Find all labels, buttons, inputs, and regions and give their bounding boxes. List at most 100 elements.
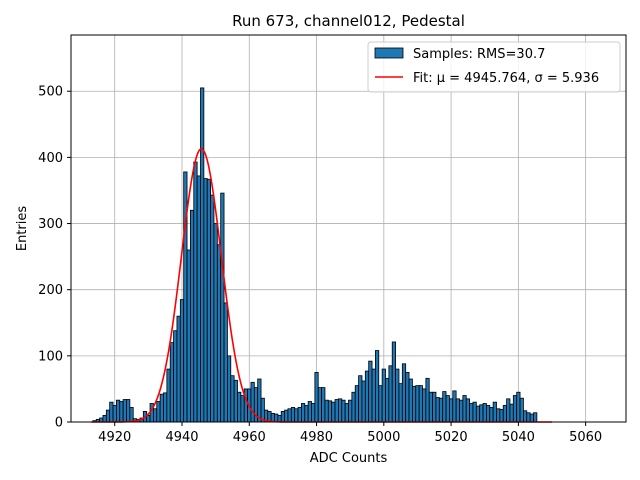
histogram-bar bbox=[327, 400, 333, 423]
histogram-bar bbox=[179, 299, 185, 423]
x-tick-label: 4960 bbox=[233, 430, 266, 445]
histogram-bar bbox=[459, 399, 464, 423]
x-axis-label: ADC Counts bbox=[310, 451, 388, 466]
histogram-bar bbox=[237, 391, 242, 423]
histogram-bar bbox=[311, 403, 316, 423]
histogram-bar bbox=[153, 408, 158, 423]
histogram-bar bbox=[146, 414, 151, 423]
histogram-bar bbox=[156, 401, 161, 423]
histogram-bar bbox=[388, 365, 393, 423]
histogram-bar bbox=[398, 383, 403, 423]
histogram-bar bbox=[166, 368, 171, 423]
histogram-bar bbox=[314, 371, 319, 423]
histogram-bar bbox=[324, 399, 329, 423]
histogram-bar bbox=[297, 407, 302, 423]
legend-label-fit: Fit: μ = 4945.764, σ = 5.936 bbox=[413, 71, 599, 86]
histogram-bar bbox=[354, 385, 359, 423]
histogram-bar bbox=[341, 399, 346, 423]
histogram-bar bbox=[475, 405, 481, 423]
histogram-bar bbox=[163, 392, 168, 423]
legend-label-samples: Samples: RMS=30.7 bbox=[413, 47, 545, 62]
histogram-bar bbox=[482, 403, 487, 423]
histogram-bar bbox=[126, 399, 131, 423]
histogram-bar bbox=[438, 397, 444, 423]
histogram-bar bbox=[294, 408, 299, 423]
histogram-bar bbox=[190, 209, 195, 423]
x-tick-label: 5000 bbox=[367, 430, 400, 445]
y-tick-label: 200 bbox=[38, 283, 63, 298]
histogram-bar bbox=[428, 391, 433, 423]
axis-ticks: 4920 4940 4960 4980 5000 5020 5040 5060 0 100 200 3… bbox=[38, 85, 602, 445]
histogram-bar bbox=[435, 397, 440, 423]
histogram-bar bbox=[455, 398, 460, 423]
histogram-bar bbox=[257, 378, 262, 423]
histogram-bar bbox=[533, 412, 538, 423]
histogram-bar bbox=[422, 388, 427, 423]
histogram-bar bbox=[492, 401, 497, 423]
x-tick-label: 4920 bbox=[98, 430, 131, 445]
histogram-bar bbox=[331, 401, 336, 423]
histogram-bar bbox=[213, 223, 218, 423]
histogram-bar bbox=[334, 399, 339, 423]
histogram-bar bbox=[395, 368, 400, 423]
histogram-bar bbox=[509, 403, 514, 423]
histogram-bar bbox=[233, 379, 238, 423]
legend-patch-samples bbox=[374, 47, 404, 59]
histogram-bar bbox=[375, 350, 380, 423]
histogram-bar bbox=[240, 395, 245, 423]
x-tick-label: 5060 bbox=[569, 430, 602, 445]
histogram-bar bbox=[529, 413, 534, 423]
histogram-bar bbox=[122, 399, 127, 423]
histogram-bar bbox=[173, 330, 178, 423]
histogram-bar bbox=[479, 404, 484, 423]
histogram-bar bbox=[432, 391, 437, 423]
histogram-bar bbox=[391, 341, 396, 423]
plot-frame bbox=[70, 34, 627, 423]
x-tick-label: 4940 bbox=[165, 430, 198, 445]
histogram-bar bbox=[284, 409, 289, 423]
histogram-bar bbox=[203, 178, 208, 423]
legend-box bbox=[367, 41, 621, 93]
histogram-bar bbox=[523, 410, 528, 423]
x-tick-label: 5020 bbox=[435, 430, 468, 445]
histogram-bar bbox=[449, 398, 454, 423]
histogram-bar bbox=[418, 385, 423, 423]
histogram-bar bbox=[274, 413, 279, 423]
x-tick-label: 4980 bbox=[300, 430, 333, 445]
histogram-bar bbox=[496, 408, 501, 423]
histogram-bar bbox=[378, 385, 383, 423]
histogram-bar bbox=[176, 315, 181, 423]
histogram-bar bbox=[506, 398, 511, 423]
histogram-bar bbox=[301, 403, 306, 423]
y-tick-label: 100 bbox=[38, 349, 63, 364]
histogram-bar bbox=[381, 368, 386, 423]
histogram-bar bbox=[364, 370, 370, 423]
histogram-bar bbox=[371, 368, 376, 423]
y-tick-label: 0 bbox=[55, 416, 63, 431]
histogram-bar bbox=[317, 387, 322, 423]
histogram-bar bbox=[465, 398, 470, 423]
histogram-bar bbox=[344, 403, 349, 423]
histogram-bar bbox=[220, 192, 225, 423]
histogram-bar bbox=[405, 371, 410, 423]
chart-title: Run 673, channel012, Pedestal bbox=[232, 12, 465, 30]
histogram-bar bbox=[425, 377, 430, 423]
histogram-bar bbox=[119, 401, 124, 423]
x-tick-label: 5040 bbox=[502, 430, 535, 445]
histogram-bar bbox=[489, 407, 494, 423]
histogram-bar bbox=[512, 395, 518, 423]
histogram-bar bbox=[287, 408, 292, 423]
histogram-bar bbox=[358, 375, 363, 423]
histogram-bar bbox=[280, 411, 285, 423]
histogram-bar bbox=[116, 399, 121, 423]
histogram-bar bbox=[519, 397, 524, 423]
histogram-bar bbox=[290, 407, 296, 423]
histogram-bar bbox=[210, 194, 215, 423]
y-tick-label: 400 bbox=[38, 151, 63, 166]
histogram-bar bbox=[486, 405, 491, 423]
histogram-bar bbox=[216, 244, 222, 423]
histogram-bar bbox=[129, 407, 134, 423]
histogram-bar bbox=[193, 161, 198, 423]
histogram-bar bbox=[442, 391, 447, 423]
